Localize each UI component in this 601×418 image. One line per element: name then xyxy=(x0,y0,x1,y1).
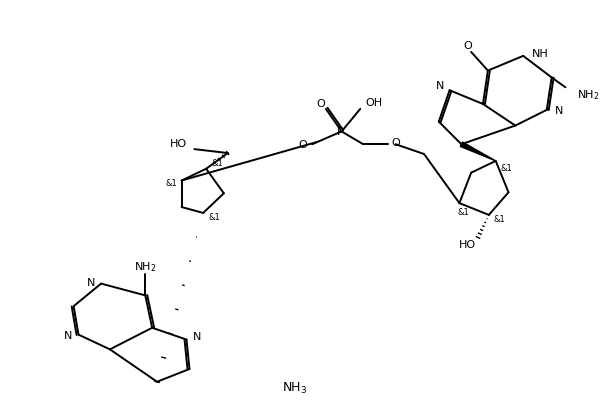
Text: N: N xyxy=(87,278,95,288)
Text: NH$_2$: NH$_2$ xyxy=(577,88,600,102)
Text: N: N xyxy=(192,331,201,342)
Text: &1: &1 xyxy=(457,209,469,217)
Text: NH: NH xyxy=(532,49,549,59)
Text: &1: &1 xyxy=(166,179,178,188)
Text: N: N xyxy=(64,331,73,341)
Text: O: O xyxy=(299,140,307,150)
Text: O: O xyxy=(317,99,325,109)
Text: &1: &1 xyxy=(501,164,513,173)
Polygon shape xyxy=(460,142,496,161)
Text: OH: OH xyxy=(365,98,382,108)
Text: &1: &1 xyxy=(211,159,223,168)
Text: NH$_2$: NH$_2$ xyxy=(134,260,156,274)
Text: N: N xyxy=(436,81,445,91)
Text: HO: HO xyxy=(459,240,476,250)
Text: NH$_3$: NH$_3$ xyxy=(282,381,307,396)
Text: O: O xyxy=(464,41,472,51)
Text: N: N xyxy=(555,106,563,116)
Text: &1: &1 xyxy=(494,215,505,224)
Text: P: P xyxy=(337,127,344,138)
Text: O: O xyxy=(392,138,400,148)
Text: &1: &1 xyxy=(208,213,220,222)
Text: HO: HO xyxy=(169,139,186,149)
